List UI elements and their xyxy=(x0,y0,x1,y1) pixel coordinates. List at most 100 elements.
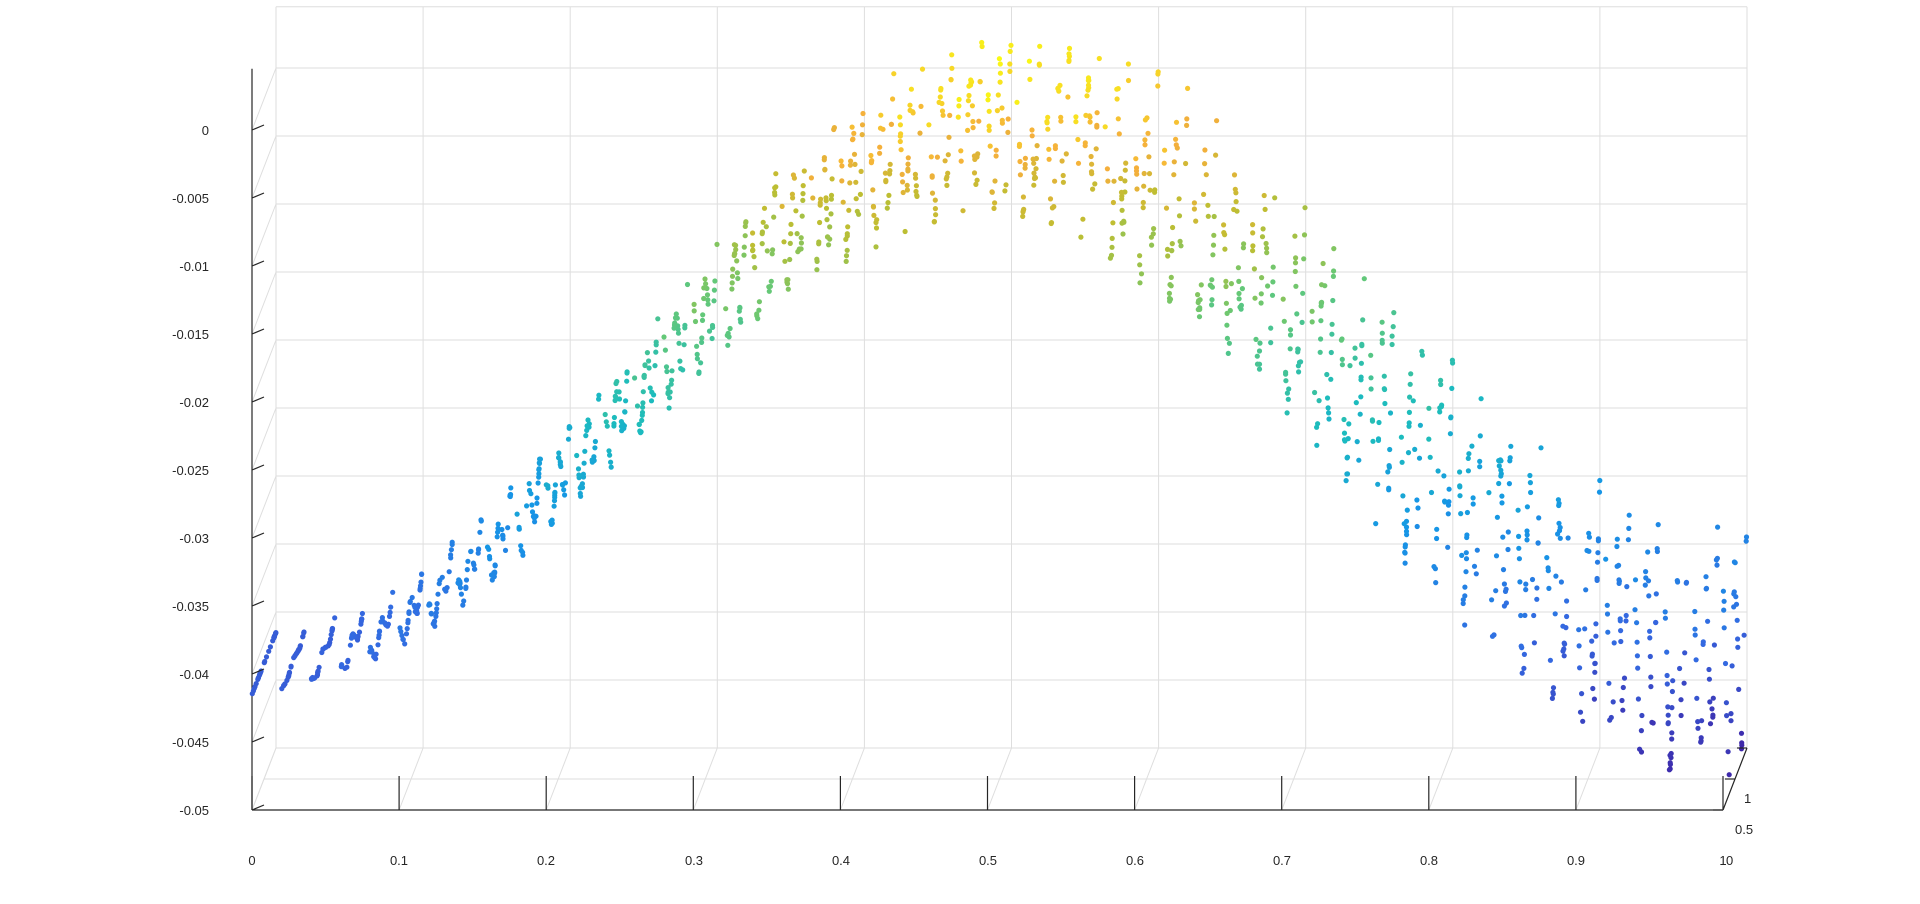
data-point xyxy=(1458,510,1464,517)
data-point xyxy=(769,251,775,257)
data-point xyxy=(754,311,760,317)
data-point xyxy=(1463,569,1469,575)
data-point xyxy=(884,205,890,211)
data-point xyxy=(639,417,645,423)
data-point xyxy=(711,287,718,293)
data-point xyxy=(1329,321,1335,327)
data-point xyxy=(1080,216,1086,222)
data-point xyxy=(1457,483,1463,489)
data-point xyxy=(1169,241,1175,247)
data-point xyxy=(1341,437,1348,443)
data-point xyxy=(729,280,735,286)
data-point xyxy=(1078,234,1084,240)
z-tick-mark xyxy=(251,396,265,403)
data-point xyxy=(386,613,393,620)
x-tick-label: 0.9 xyxy=(1567,853,1585,868)
data-point xyxy=(1207,282,1213,288)
data-point xyxy=(1254,361,1261,367)
data-point xyxy=(742,233,748,239)
data-point xyxy=(435,591,441,597)
data-point xyxy=(1104,166,1110,172)
data-point xyxy=(1029,133,1035,139)
data-point xyxy=(1209,297,1215,303)
data-point xyxy=(376,635,382,641)
data-point xyxy=(1346,421,1352,427)
data-point xyxy=(1721,625,1727,631)
data-point xyxy=(1610,699,1616,705)
data-point xyxy=(1522,612,1528,619)
data-point xyxy=(399,632,405,639)
data-point xyxy=(428,611,434,617)
data-point xyxy=(1463,550,1469,556)
data-point xyxy=(580,471,587,477)
data-point xyxy=(1111,178,1117,184)
data-point xyxy=(1387,410,1394,416)
x-tick-label: 0.1 xyxy=(390,853,408,868)
data-point xyxy=(1339,356,1345,362)
data-point xyxy=(402,641,408,647)
data-point xyxy=(1438,377,1444,383)
data-point xyxy=(1137,280,1143,286)
data-point xyxy=(1146,171,1153,177)
data-point xyxy=(1066,51,1072,57)
data-point xyxy=(1007,48,1013,55)
data-point xyxy=(1477,464,1483,470)
data-point xyxy=(403,631,410,637)
data-point xyxy=(534,495,540,501)
data-point xyxy=(764,248,770,254)
data-point xyxy=(993,153,999,159)
data-point xyxy=(1523,581,1529,587)
data-point xyxy=(1250,248,1256,254)
data-point xyxy=(1516,556,1522,562)
data-point xyxy=(1389,341,1395,348)
data-point xyxy=(270,638,276,644)
data-point xyxy=(986,123,992,129)
data-point xyxy=(1309,319,1315,325)
data-point xyxy=(516,524,522,531)
data-point xyxy=(1556,502,1562,509)
data-point xyxy=(1137,253,1143,259)
data-point xyxy=(929,174,935,180)
data-point xyxy=(1438,381,1444,388)
data-point xyxy=(794,231,800,237)
data-point xyxy=(1642,582,1648,588)
data-point xyxy=(603,419,609,425)
data-point xyxy=(1022,165,1028,171)
data-point xyxy=(291,655,297,661)
data-point xyxy=(409,594,415,601)
data-point xyxy=(965,98,972,104)
data-point xyxy=(1604,611,1611,617)
data-point xyxy=(1662,609,1668,615)
data-point xyxy=(890,96,896,102)
data-point xyxy=(1221,222,1227,228)
data-point xyxy=(1094,124,1100,130)
data-point xyxy=(1681,680,1687,686)
data-point xyxy=(1603,556,1609,562)
data-point xyxy=(995,92,1001,98)
data-point xyxy=(1682,650,1688,656)
data-point xyxy=(1634,620,1640,626)
data-point xyxy=(575,466,582,472)
data-point xyxy=(1406,409,1412,415)
data-point xyxy=(1205,202,1211,208)
data-point xyxy=(1137,262,1143,268)
data-point xyxy=(1102,124,1108,130)
data-point xyxy=(1331,246,1337,252)
data-point xyxy=(1119,220,1125,226)
data-point xyxy=(1738,746,1745,752)
data-point xyxy=(1085,87,1091,93)
data-point xyxy=(1596,489,1603,495)
data-point xyxy=(705,301,711,307)
data-point xyxy=(822,167,828,173)
data-point xyxy=(877,150,883,156)
data-point xyxy=(936,99,942,105)
data-point xyxy=(648,398,655,404)
data-point xyxy=(308,676,315,682)
data-point xyxy=(1728,718,1734,724)
data-point xyxy=(1066,45,1073,52)
data-point xyxy=(1166,290,1172,296)
data-point xyxy=(1252,295,1258,301)
data-point xyxy=(1031,160,1037,166)
data-point xyxy=(1358,394,1364,400)
data-point xyxy=(1008,42,1014,48)
